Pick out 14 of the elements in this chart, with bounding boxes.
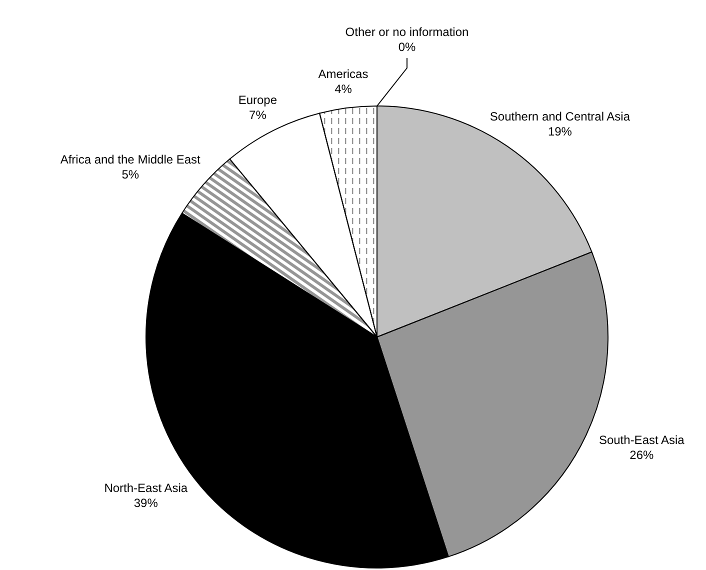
slice-label: Southern and Central Asia (490, 110, 630, 124)
category-label: Other or no information (345, 25, 469, 39)
data-label: 39% (134, 496, 158, 510)
text: 0% (398, 40, 416, 54)
data-label: 19% (548, 124, 572, 139)
slice-label: North-East Asia (104, 481, 188, 496)
slice-label: South-East Asia (598, 432, 685, 447)
slice-label: Africa and the Middle East (60, 152, 202, 166)
slice-label: Americas (318, 67, 368, 82)
data-label: 7% (249, 108, 267, 122)
data-label: 5% (122, 167, 140, 182)
data-label: 4% (334, 82, 352, 96)
data-label: 26% (630, 448, 654, 462)
slice-label: Europe (238, 93, 278, 108)
